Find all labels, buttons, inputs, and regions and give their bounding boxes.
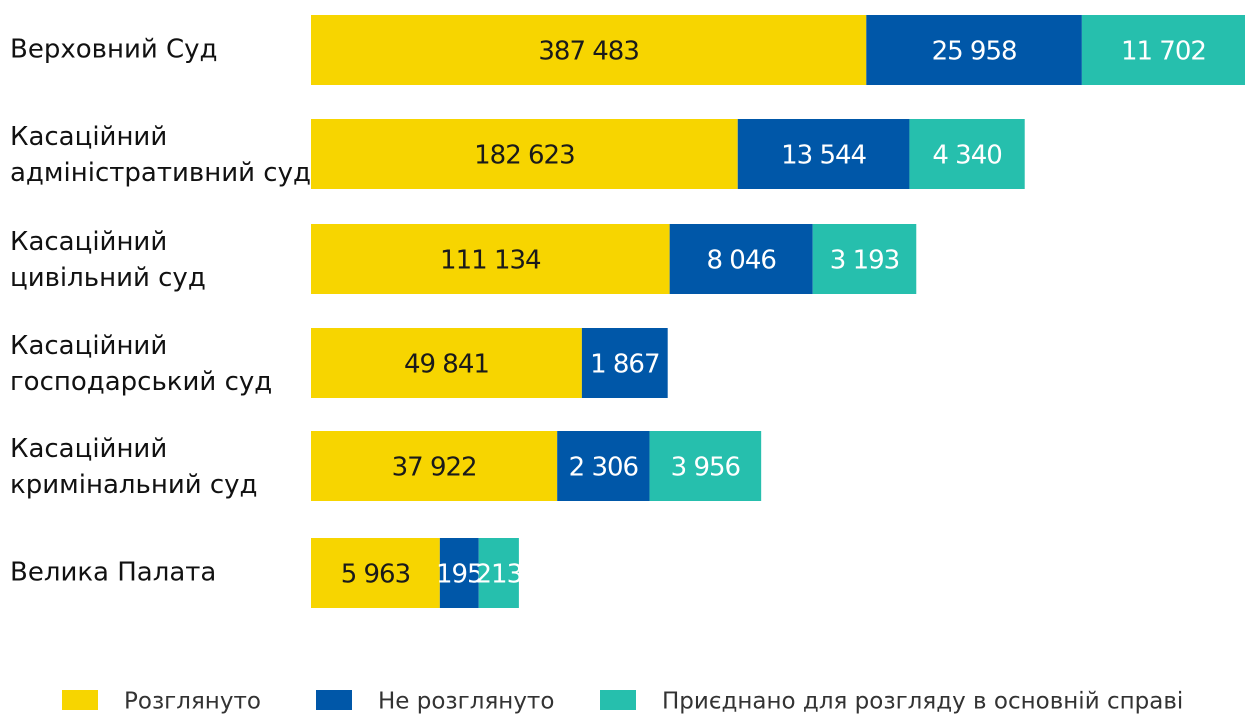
bar-segment [311, 538, 440, 608]
bar-segment [478, 538, 519, 608]
legend-swatch [62, 690, 98, 710]
value-label: 111 134 [440, 246, 541, 276]
value-label: 8 046 [706, 246, 775, 276]
category-line: адміністративний суд [10, 158, 311, 188]
bar-segment [311, 119, 738, 189]
value-label: 195 [436, 560, 483, 590]
value-label: 1 867 [590, 350, 659, 380]
category-line: цивільний суд [10, 263, 206, 293]
bar-segment [311, 224, 670, 294]
value-label: 3 193 [830, 246, 899, 276]
bar-segment [311, 431, 558, 501]
category-label: Касаційний кримінальний суд [10, 434, 258, 500]
bar-segment [649, 431, 762, 501]
value-label: 2 306 [569, 453, 638, 483]
category-label: Верховний Суд [10, 35, 218, 65]
bar-segment [866, 15, 1082, 85]
category-label: Касаційний цивільний суд [10, 227, 206, 293]
value-label: 37 922 [392, 453, 477, 483]
category-line: Касаційний [10, 434, 176, 464]
value-label: 11 702 [1121, 37, 1206, 67]
bar-segment [737, 119, 910, 189]
legend-label: Не розглянуто [378, 689, 554, 715]
category-label: Касаційний адміністративний суд [10, 122, 311, 188]
legend-swatch [600, 690, 636, 710]
legend-label: Розглянуто [124, 689, 261, 715]
value-label: 387 483 [538, 37, 639, 67]
legend-label: Приєднано для розгляду в основній справі [662, 689, 1183, 715]
bar-segment [909, 119, 1025, 189]
bar-segment [311, 328, 582, 398]
category-line: Касаційний [10, 227, 176, 257]
bar-segment [439, 538, 479, 608]
category-line: господарський суд [10, 367, 272, 397]
bar-segment [581, 328, 668, 398]
category-line: Касаційний [10, 122, 176, 152]
category-label: Касаційний господарський суд [10, 331, 272, 397]
bar-segment [311, 15, 867, 85]
value-label: 182 623 [474, 141, 575, 171]
bar-segment [669, 224, 813, 294]
value-label: 49 841 [404, 350, 489, 380]
value-label: 25 958 [932, 37, 1017, 67]
value-label: 213 [476, 560, 523, 590]
legend-swatch [316, 690, 352, 710]
value-label: 4 340 [932, 141, 1001, 171]
value-label: 3 956 [671, 453, 740, 483]
value-label: 5 963 [341, 560, 410, 590]
bar-segment [812, 224, 917, 294]
bar-segment [1081, 15, 1245, 85]
value-label: 13 544 [781, 141, 866, 171]
category-line: Касаційний [10, 331, 176, 361]
category-line: кримінальний суд [10, 470, 258, 500]
category-label: Велика Палата [10, 558, 216, 588]
bar-segment [557, 431, 650, 501]
